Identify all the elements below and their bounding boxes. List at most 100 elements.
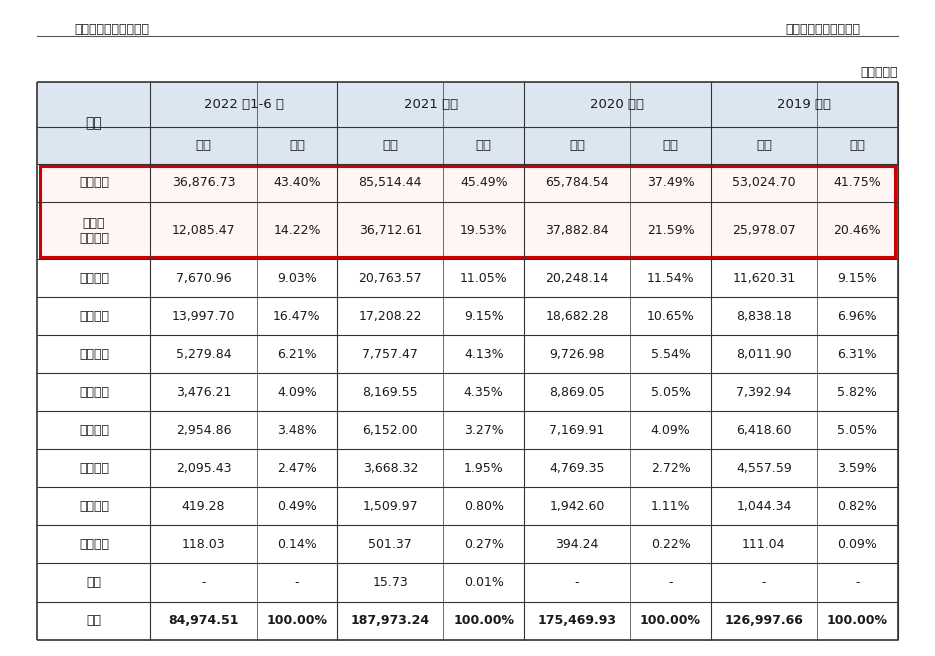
Text: 175,469.93: 175,469.93 [538, 614, 616, 627]
Text: 比例: 比例 [289, 139, 305, 152]
Text: 华南地区: 华南地区 [79, 424, 108, 437]
Text: 12,085.47: 12,085.47 [172, 224, 236, 237]
Text: 金额: 金额 [755, 139, 772, 152]
Text: 华中地区: 华中地区 [79, 272, 108, 285]
FancyBboxPatch shape [40, 166, 895, 257]
Text: 501.37: 501.37 [368, 538, 412, 551]
Text: 金额: 金额 [382, 139, 398, 152]
Text: 7,169.91: 7,169.91 [550, 424, 605, 437]
Text: 36,712.61: 36,712.61 [359, 224, 422, 237]
Bar [37, 449, 898, 487]
Text: 9.15%: 9.15% [838, 272, 877, 285]
Text: 45.49%: 45.49% [460, 176, 508, 190]
Text: 4.09%: 4.09% [651, 424, 690, 437]
Text: 2.47%: 2.47% [277, 462, 317, 475]
Text: 8,838.18: 8,838.18 [736, 310, 792, 323]
Text: 0.49%: 0.49% [277, 500, 317, 513]
Text: 1.95%: 1.95% [464, 462, 504, 475]
Text: 53,024.70: 53,024.70 [732, 176, 796, 190]
Text: 6,152.00: 6,152.00 [363, 424, 418, 437]
Text: 0.14%: 0.14% [277, 538, 317, 551]
Text: 16.47%: 16.47% [273, 310, 321, 323]
Text: 3.59%: 3.59% [838, 462, 877, 475]
Text: 2020 年度: 2020 年度 [590, 98, 644, 111]
Text: 65,784.54: 65,784.54 [545, 176, 609, 190]
Text: 8,169.55: 8,169.55 [363, 386, 418, 399]
Text: 比例: 比例 [476, 139, 492, 152]
Text: 4.13%: 4.13% [464, 348, 504, 361]
Text: 8,011.90: 8,011.90 [736, 348, 792, 361]
Text: 10.65%: 10.65% [647, 310, 695, 323]
Text: 华北地区: 华北地区 [79, 462, 108, 475]
Text: 37.49%: 37.49% [647, 176, 695, 190]
Text: 招股说明书（申报稿）: 招股说明书（申报稿） [785, 23, 860, 36]
Text: 2,954.86: 2,954.86 [176, 424, 231, 437]
Text: 想念食品股份有限公司: 想念食品股份有限公司 [75, 23, 150, 36]
Text: 14.22%: 14.22% [273, 224, 321, 237]
Text: 9,726.98: 9,726.98 [550, 348, 605, 361]
Text: 6.31%: 6.31% [838, 348, 877, 361]
Text: 126,997.66: 126,997.66 [725, 614, 803, 627]
Text: 85,514.44: 85,514.44 [359, 176, 422, 190]
Text: 1,044.34: 1,044.34 [736, 500, 792, 513]
Bar [37, 487, 898, 525]
Text: 41.75%: 41.75% [833, 176, 881, 190]
Text: 东北地区: 东北地区 [79, 538, 108, 551]
Text: 0.22%: 0.22% [651, 538, 690, 551]
Text: 5,279.84: 5,279.84 [176, 348, 231, 361]
Text: 华东地区: 华东地区 [79, 310, 108, 323]
Text: 3.48%: 3.48% [277, 424, 317, 437]
Text: 100.00%: 100.00% [827, 614, 888, 627]
Bar [37, 602, 898, 640]
Text: 0.09%: 0.09% [838, 538, 877, 551]
Text: 17,208.22: 17,208.22 [359, 310, 422, 323]
Text: 5.82%: 5.82% [838, 386, 877, 399]
Bar [37, 297, 898, 335]
Text: 118.03: 118.03 [181, 538, 225, 551]
Bar [37, 335, 898, 373]
Text: 100.00%: 100.00% [453, 614, 514, 627]
Text: 2019 年度: 2019 年度 [777, 98, 831, 111]
Text: 11,620.31: 11,620.31 [732, 272, 796, 285]
Text: 100.00%: 100.00% [640, 614, 701, 627]
Text: -: - [575, 576, 580, 589]
Text: 2021 年度: 2021 年度 [404, 98, 458, 111]
Text: 2.72%: 2.72% [651, 462, 690, 475]
Text: 11.54%: 11.54% [647, 272, 695, 285]
Text: 4,769.35: 4,769.35 [550, 462, 605, 475]
Bar [37, 373, 898, 411]
Text: 37,882.84: 37,882.84 [545, 224, 609, 237]
Text: -: - [762, 576, 766, 589]
Text: 111.04: 111.04 [742, 538, 785, 551]
Text: -: - [201, 576, 206, 589]
Text: 20.46%: 20.46% [833, 224, 881, 237]
Text: 1,942.60: 1,942.60 [550, 500, 605, 513]
Bar [37, 525, 898, 564]
Text: 1,509.97: 1,509.97 [363, 500, 418, 513]
Text: 6,418.60: 6,418.60 [736, 424, 792, 437]
Text: 5.54%: 5.54% [651, 348, 690, 361]
Text: 0.01%: 0.01% [464, 576, 504, 589]
Text: 7,392.94: 7,392.94 [736, 386, 792, 399]
Text: 9.15%: 9.15% [464, 310, 504, 323]
Text: 21.59%: 21.59% [647, 224, 695, 237]
Text: 4,557.59: 4,557.59 [736, 462, 792, 475]
Text: 8,869.05: 8,869.05 [549, 386, 605, 399]
Text: 0.82%: 0.82% [838, 500, 877, 513]
Text: 0.80%: 0.80% [464, 500, 504, 513]
Text: 7,670.96: 7,670.96 [176, 272, 231, 285]
Text: 南阳地区: 南阳地区 [79, 176, 108, 190]
Text: 金额: 金额 [569, 139, 585, 152]
Text: -: - [295, 576, 299, 589]
Text: 1.11%: 1.11% [651, 500, 690, 513]
Text: 西南地区: 西南地区 [79, 500, 108, 513]
Text: 43.40%: 43.40% [273, 176, 321, 190]
Text: 15.73: 15.73 [372, 576, 409, 589]
Text: 2022 年1-6 月: 2022 年1-6 月 [204, 98, 284, 111]
Text: 9.03%: 9.03% [277, 272, 317, 285]
Text: 20,248.14: 20,248.14 [545, 272, 609, 285]
Bar [37, 259, 898, 297]
Text: 5.05%: 5.05% [651, 386, 691, 399]
Text: 单位：万元: 单位：万元 [860, 66, 898, 79]
Text: 19.53%: 19.53% [460, 224, 508, 237]
